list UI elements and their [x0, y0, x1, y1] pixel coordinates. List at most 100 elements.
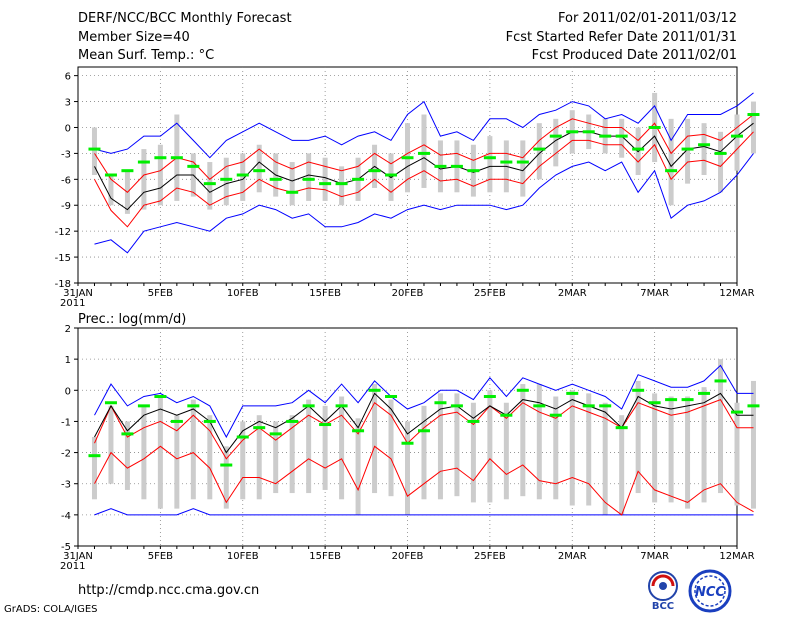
temp-xtick-label: 15FEB	[309, 288, 341, 299]
bcc-logo-text: BCC	[652, 601, 674, 612]
prec-median-mark	[533, 404, 546, 408]
fcst-produced-label: Fcst Produced Date 2011/02/01	[531, 48, 737, 63]
prec-spread-bar	[619, 415, 625, 515]
prec-spread-bar	[141, 405, 147, 500]
prec-spread-bar	[701, 387, 707, 503]
prec-spread-bar	[586, 393, 592, 506]
temp-median-mark	[665, 169, 678, 173]
prec-spread-bar	[454, 393, 460, 497]
temp-median-mark	[302, 177, 315, 181]
prec-median-mark	[500, 413, 513, 417]
temp-median-mark	[549, 134, 562, 138]
prec-median-mark	[368, 388, 381, 392]
ncc-logo-icon: NCC	[688, 569, 732, 613]
prec-spread-bar	[240, 421, 246, 500]
prec-median-mark	[220, 463, 233, 467]
prec-xtick-label: 15FEB	[309, 551, 341, 562]
temp-spread-bar	[91, 127, 97, 175]
temp-spread-bar	[240, 153, 246, 201]
prec-spread-bar	[322, 405, 328, 490]
temp-ytick-label: 0	[65, 123, 71, 134]
temp-xtick-label: 5FEB	[148, 288, 173, 299]
temp-median-mark	[269, 177, 282, 181]
prec-xtick-label: 20FEB	[392, 551, 424, 562]
bcc-logo-icon: BCC	[648, 571, 678, 612]
temp-spread-bar	[520, 140, 526, 197]
temp-median-mark	[747, 113, 760, 117]
temp-median-mark	[368, 169, 381, 173]
prec-spread-bar	[355, 418, 361, 515]
prec-spread-bar	[273, 421, 279, 494]
source-url[interactable]: http://cmdp.ncc.cma.gov.cn	[78, 583, 260, 598]
temp-upper-line	[94, 114, 754, 193]
temp-median-mark	[516, 160, 529, 164]
prec-median-mark	[302, 404, 315, 408]
temp-median-mark	[632, 147, 645, 151]
temp-median-mark	[714, 151, 727, 155]
prec-median-mark	[286, 419, 299, 423]
temp-median-mark	[385, 173, 398, 177]
prec-xtick-label: 10FEB	[227, 551, 259, 562]
ncc-logo-text: NCC	[695, 585, 725, 600]
temp-median-mark	[599, 134, 612, 138]
temp-ytick-label: -15	[55, 253, 71, 264]
temp-ytick-label: 3	[65, 98, 71, 109]
prec-xtick-label: 25FEB	[474, 551, 506, 562]
prec-median-mark	[549, 413, 562, 417]
temp-median-mark	[253, 169, 266, 173]
prec-spread-bar	[470, 402, 476, 503]
prec-median-mark	[137, 404, 150, 408]
prec-spread-bar	[718, 359, 724, 494]
prec-median-mark	[385, 395, 398, 399]
prec-median-mark	[450, 404, 463, 408]
prec-median-mark	[170, 419, 183, 423]
temp-spread-bar	[668, 118, 674, 206]
temp-median-mark	[236, 173, 249, 177]
temp-median-mark	[352, 177, 365, 181]
temp-median-mark	[648, 125, 661, 129]
temp-spread-bar	[108, 175, 114, 206]
temp-spread-bar	[223, 157, 229, 206]
temp-spread-bar	[207, 162, 213, 210]
fcst-started-label: Fcst Started Refer Date 2011/01/31	[505, 30, 737, 45]
prec-median-mark	[648, 401, 661, 405]
temp-spread-bar	[339, 166, 345, 206]
prec-xtick-label: 12MAR	[719, 551, 754, 562]
forecast-period-label: For 2011/02/01-2011/03/12	[558, 11, 737, 26]
temp-spread-bar	[619, 118, 625, 158]
prec-spread-bar	[421, 405, 427, 500]
prec-spread-bar	[223, 446, 229, 509]
prec-year-label: 2011	[60, 561, 85, 572]
temp-year-label: 2011	[60, 298, 85, 309]
temp-median-mark	[467, 169, 480, 173]
prec-median-mark	[731, 410, 743, 414]
temp-xtick-label: 31JAN	[63, 288, 93, 299]
prec-median-mark	[681, 398, 694, 402]
prec-median-mark	[417, 429, 430, 433]
prec-median-mark	[401, 441, 414, 445]
prec-spread-bar	[503, 402, 509, 500]
temp-spread-bar	[141, 149, 147, 210]
prec-xtick-label: 7MAR	[640, 551, 669, 562]
temp-spread-bar	[701, 123, 707, 175]
prec-spread-bar	[734, 402, 740, 506]
temp-spread-bar	[685, 118, 691, 184]
prec-spread-bar	[602, 402, 608, 515]
temp-xtick-label: 2MAR	[558, 288, 587, 299]
prec-ytick-label: 2	[65, 324, 71, 335]
temp-ytick-label: -3	[61, 149, 71, 160]
temp-variable-label: Mean Surf. Temp.: °C	[78, 48, 215, 63]
prec-spread-bar	[174, 415, 180, 509]
temp-spread-bar	[322, 157, 328, 201]
temp-median-mark	[88, 147, 101, 151]
prec-spread-bar	[569, 390, 575, 506]
temp-median-mark	[170, 156, 183, 160]
temp-ytick-label: -6	[61, 175, 71, 186]
prec-spread-bar	[289, 415, 295, 494]
temp-spread-bar	[289, 162, 295, 206]
prec-spread-bar	[190, 399, 196, 500]
temp-mean-line	[94, 122, 754, 211]
prec-spread-bar	[124, 421, 130, 490]
prec-spread-bar	[437, 393, 443, 500]
temp-median-mark	[203, 182, 216, 186]
